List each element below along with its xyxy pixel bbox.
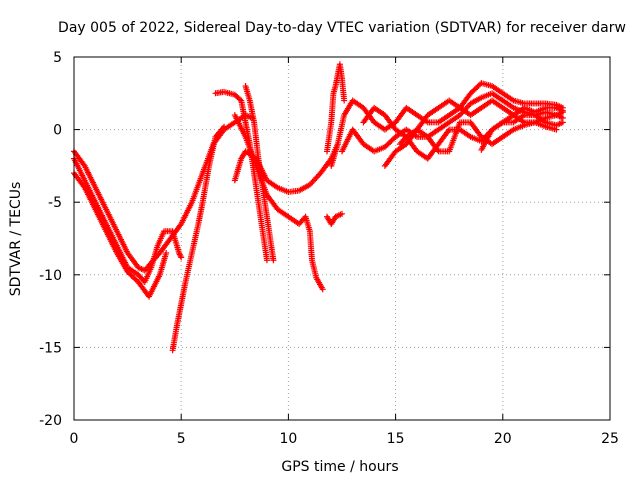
data-point — [339, 210, 345, 217]
y-tick-label: 5 — [53, 50, 62, 66]
data-point — [319, 286, 326, 293]
plot-frame — [73, 56, 611, 421]
y-axis-label: SDTVAR / TECUs — [8, 182, 24, 297]
data-point — [263, 257, 270, 264]
data-series-track-8 — [231, 112, 326, 293]
data-point — [559, 107, 566, 114]
data-point — [553, 126, 560, 133]
y-tick-label: 0 — [53, 123, 62, 139]
data-series-track-9 — [323, 210, 345, 227]
chart-title: Day 005 of 2022, Sidereal Day-to-day VTE… — [58, 20, 626, 36]
data-series-track-7 — [231, 141, 341, 196]
y-tick-label: -15 — [39, 340, 62, 356]
data-series-track-10 — [323, 61, 348, 155]
data-point — [270, 257, 277, 264]
x-tick-label: 10 — [279, 431, 297, 447]
data-series-track-5 — [212, 88, 270, 264]
data-point — [163, 250, 170, 257]
x-axis-label: GPS time / hours — [281, 459, 398, 475]
data-series-track-4 — [169, 123, 228, 354]
data-series-track-15 — [396, 109, 566, 155]
tick-layer — [73, 56, 611, 421]
data-series-track-3 — [71, 170, 170, 300]
x-tick-label: 5 — [177, 431, 186, 447]
y-tick-label: -10 — [39, 268, 62, 284]
x-tick-label: 0 — [70, 431, 79, 447]
data-point — [341, 97, 348, 104]
data-series-track-1 — [71, 112, 255, 274]
x-tick-label: 15 — [387, 431, 405, 447]
y-tick-label: -20 — [39, 413, 62, 429]
x-tick-label: 20 — [494, 431, 512, 447]
y-tick-labels: -20 -15 -10 -5 0 5 — [39, 50, 62, 429]
data-series-track-16 — [478, 104, 566, 153]
data-point — [559, 119, 566, 126]
x-tick-labels: 0 5 10 15 20 25 — [70, 431, 619, 447]
y-tick-label: -5 — [48, 195, 62, 211]
x-tick-label: 25 — [601, 431, 619, 447]
data-layer — [71, 61, 566, 354]
data-point — [178, 254, 185, 261]
data-point — [221, 123, 228, 130]
